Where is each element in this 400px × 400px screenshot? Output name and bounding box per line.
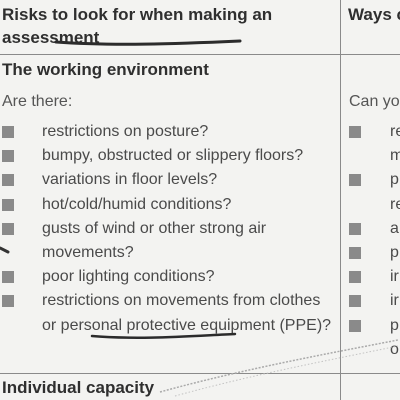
header-divider xyxy=(0,54,400,55)
ways-intro: Can yo xyxy=(349,93,400,110)
risk-text: restrictions on movements from clothes o… xyxy=(42,292,332,334)
square-bullet-icon xyxy=(349,271,361,284)
way-text-line1: p xyxy=(390,171,399,189)
square-bullet-icon xyxy=(349,295,361,308)
section-title: The working environment xyxy=(2,60,209,79)
list-item: variations in floor levels? xyxy=(0,168,338,192)
square-bullet-icon xyxy=(2,295,14,308)
next-section-title: Individual capacity xyxy=(2,378,155,397)
list-item: restrictions on movements from clothes o… xyxy=(0,289,338,337)
list-item: hot/cold/humid conditions? xyxy=(0,193,338,217)
way-text-line1: ir xyxy=(390,292,399,310)
list-item: bumpy, obstructed or slippery floors? xyxy=(0,144,338,168)
list-item: re m xyxy=(341,120,400,168)
risk-text: variations in floor levels? xyxy=(42,171,218,189)
square-bullet-icon xyxy=(2,271,14,284)
risk-text: gusts of wind or other strong air moveme… xyxy=(42,219,267,262)
way-text-line1: p xyxy=(390,316,399,334)
square-bullet-icon xyxy=(2,198,14,211)
list-item: p re xyxy=(341,168,400,216)
square-bullet-icon xyxy=(349,174,361,187)
risk-text: restrictions on posture? xyxy=(42,123,209,140)
risks-list: restrictions on posture? bumpy, obstruct… xyxy=(0,120,338,338)
square-bullet-icon xyxy=(2,222,14,235)
risk-text: hot/cold/humid conditions? xyxy=(42,195,232,213)
square-bullet-icon xyxy=(349,319,361,332)
risk-text: poor lighting conditions? xyxy=(42,268,215,286)
list-item: gusts of wind or other strong air moveme… xyxy=(0,217,338,265)
ways-column-header: Ways c xyxy=(348,5,400,24)
list-item: ir xyxy=(341,289,400,313)
way-text-line1: ir xyxy=(390,268,399,286)
risks-intro: Are there: xyxy=(2,93,73,110)
square-bullet-icon xyxy=(2,126,14,138)
way-text-line1: a xyxy=(390,219,399,237)
section-divider xyxy=(0,373,400,374)
square-bullet-icon xyxy=(2,150,14,163)
way-text-line2: o xyxy=(390,340,399,358)
risks-column-header: Risks to look for when making an assessm… xyxy=(2,5,273,47)
way-text-line1: p xyxy=(390,244,399,262)
way-text-line2: m xyxy=(390,147,400,165)
way-text-line1: re xyxy=(390,123,400,140)
square-bullet-icon xyxy=(349,126,361,138)
square-bullet-icon xyxy=(349,222,361,235)
list-item: poor lighting conditions? xyxy=(0,265,338,289)
list-item: restrictions on posture? xyxy=(0,120,338,144)
square-bullet-icon xyxy=(349,247,361,260)
list-item: a xyxy=(341,217,400,241)
square-bullet-icon xyxy=(2,174,14,187)
column-divider xyxy=(340,0,341,400)
risk-text: bumpy, obstructed or slippery floors? xyxy=(42,147,304,165)
list-item: p xyxy=(341,241,400,265)
way-text-line2: re xyxy=(390,195,400,213)
list-item: ir xyxy=(341,265,400,289)
